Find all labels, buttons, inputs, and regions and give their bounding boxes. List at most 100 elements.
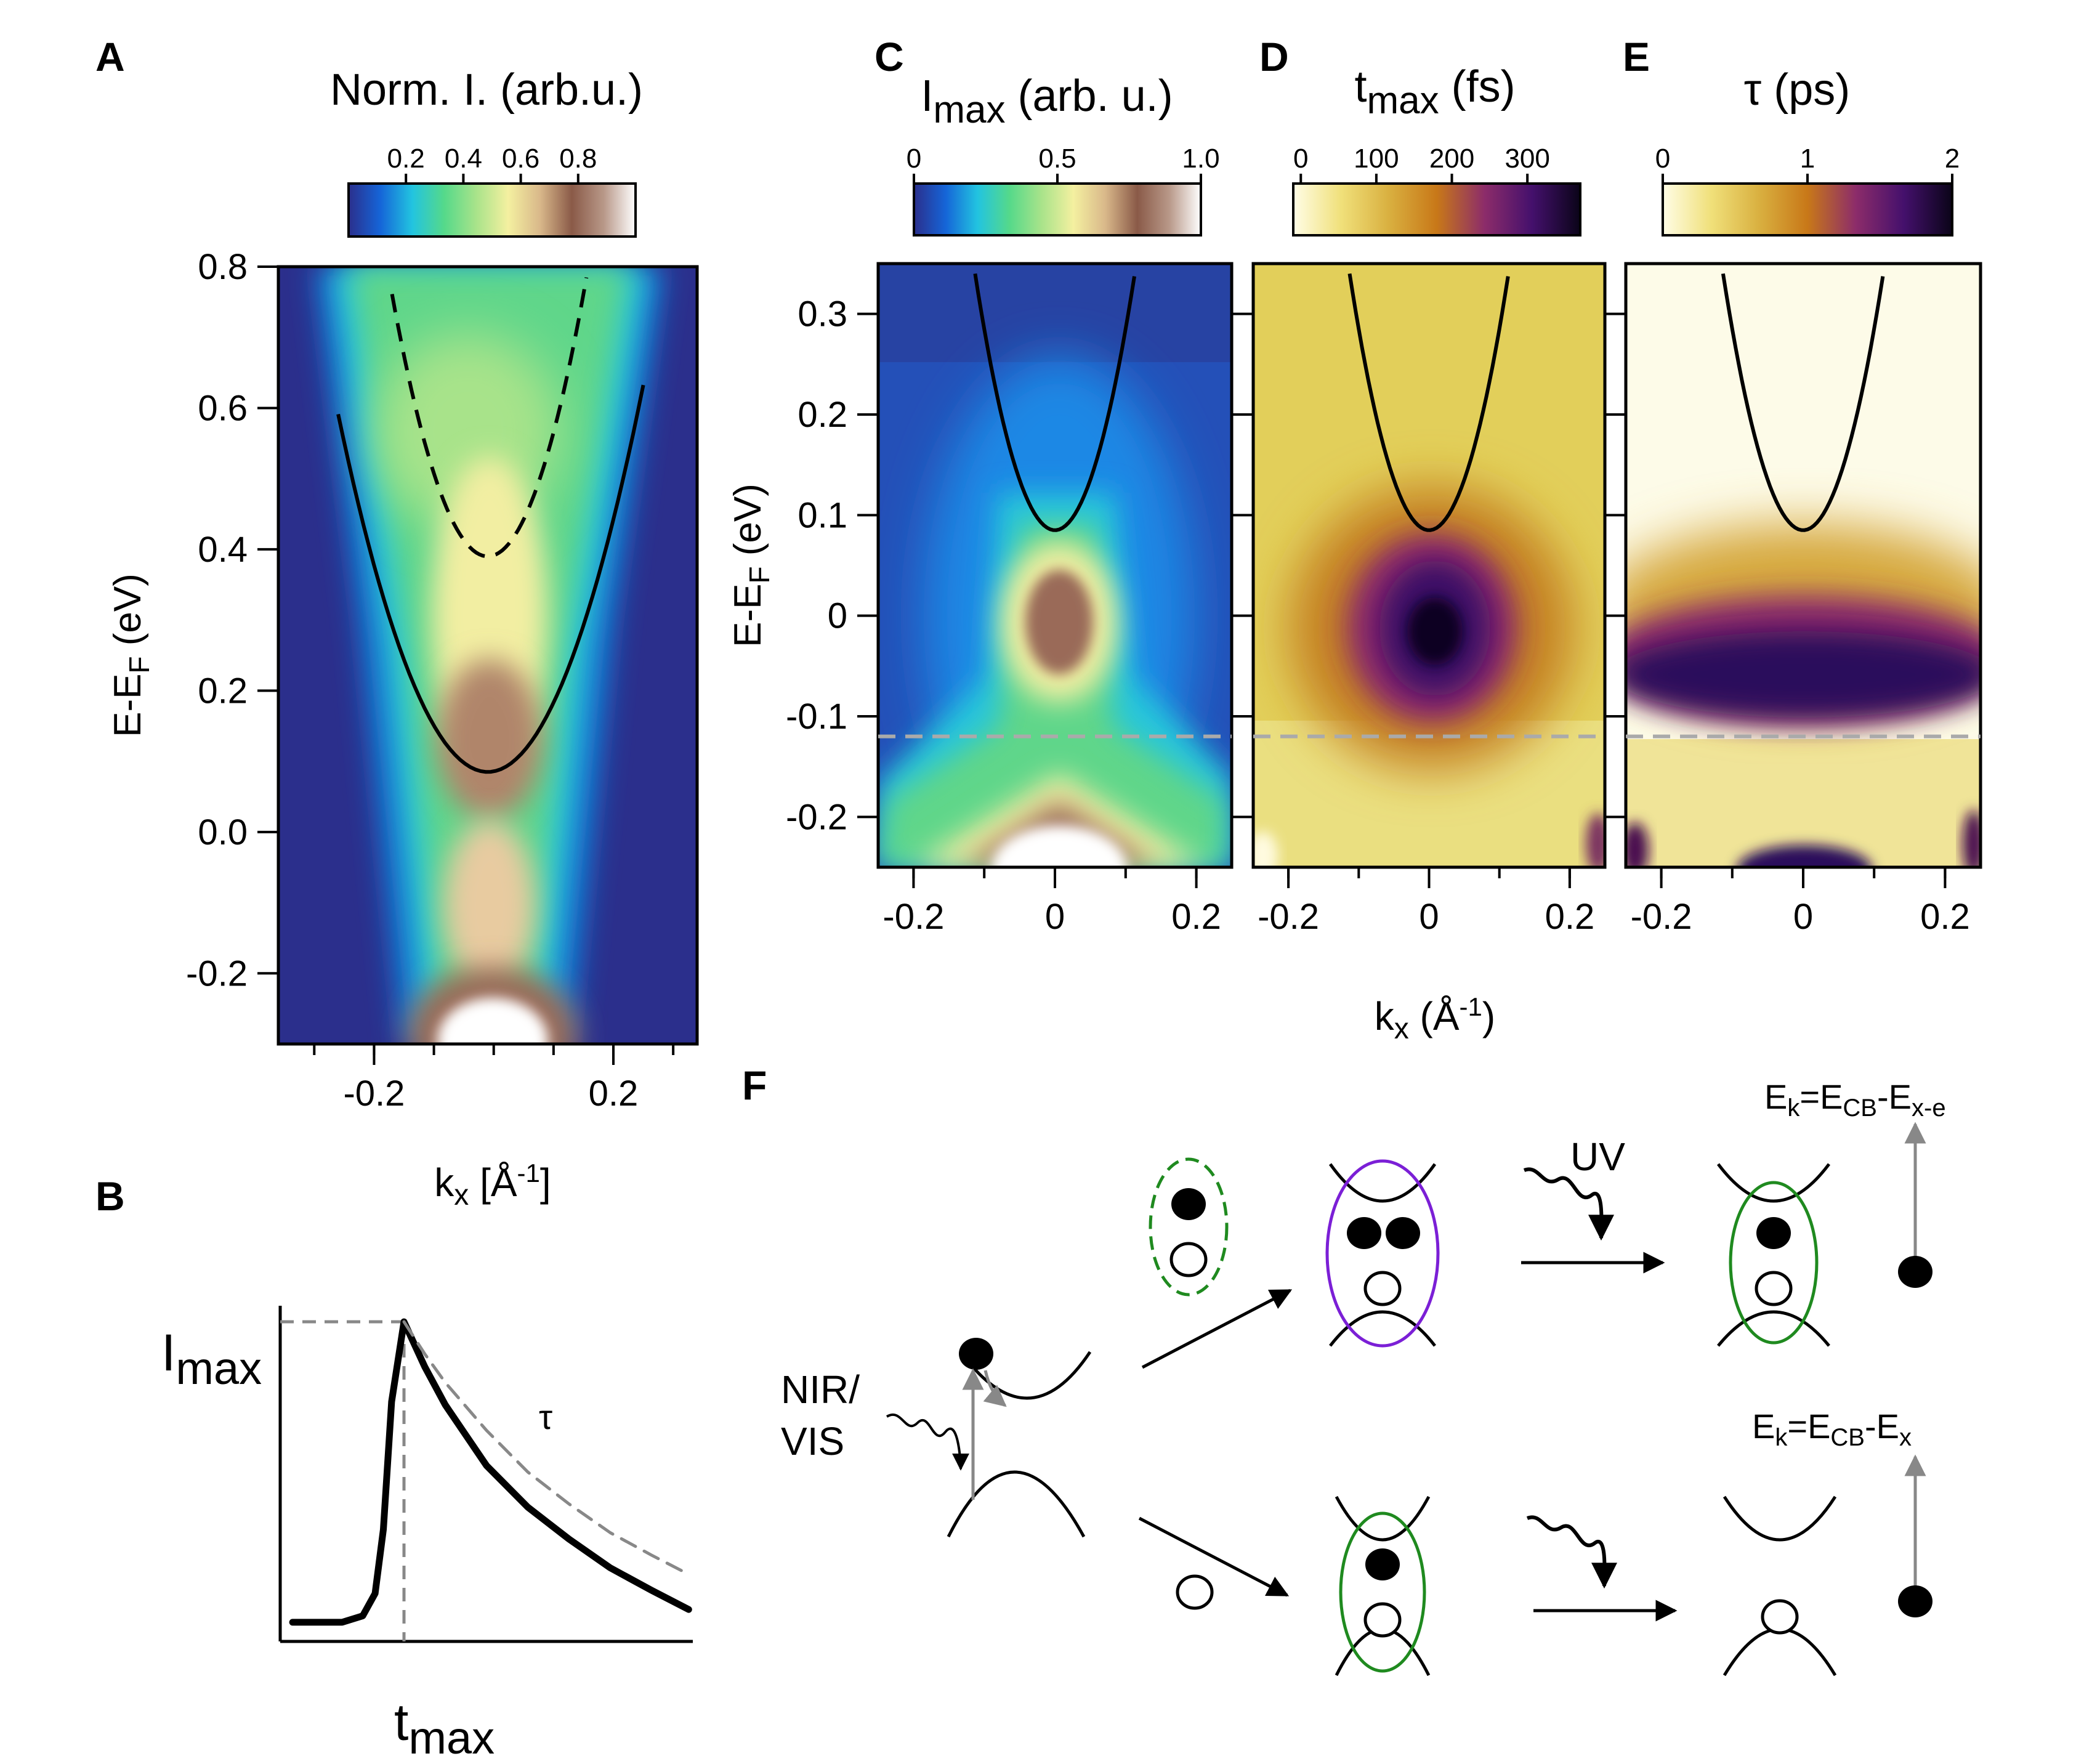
colorbar-tick-label: 300 xyxy=(1504,144,1549,174)
panel-d-colorbar xyxy=(1292,182,1581,237)
panel-c-axes: -0.2 0 0.2 -0.2 -0.1 0 0.1 0.2 0.3 xyxy=(786,294,1221,937)
panel-c-colorbar xyxy=(913,182,1202,237)
bottom-hole-only xyxy=(1176,1574,1214,1610)
x-tick-label: 0.2 xyxy=(1920,897,1970,937)
panel-a: A Norm. I. (arb.u.) 0.2 0.4 0.6 0.8 -0.2 0.2… xyxy=(95,34,699,1212)
colorbar-tick-label: 100 xyxy=(1354,144,1399,174)
y-tick-label: 0 xyxy=(828,596,847,636)
colorbar-tick-label: 200 xyxy=(1429,144,1474,174)
arrow-to-top-branch xyxy=(1141,1289,1293,1369)
bright-exciton-hole xyxy=(1363,1602,1402,1638)
initial-bands xyxy=(886,1338,1092,1538)
bright-exciton-ellipse xyxy=(1339,1511,1426,1673)
y-tick-label: 0.3 xyxy=(798,294,847,334)
y-tick-label: -0.1 xyxy=(786,697,847,737)
colorbar-tick-label: 0.8 xyxy=(559,144,597,174)
panel-d-heatmap xyxy=(1253,264,1605,867)
x-tick-label: 0.2 xyxy=(589,1074,639,1114)
bottom-final-bands xyxy=(1723,1495,1837,1677)
photoelectron-top xyxy=(1898,1256,1933,1288)
final-bright-exciton-electron xyxy=(1756,1217,1791,1249)
fit-curve xyxy=(402,1320,690,1576)
panel-a-ylabel: E-EF (eV) xyxy=(107,573,155,737)
y-tick-label: -0.2 xyxy=(786,797,847,837)
panel-d-band xyxy=(1253,273,1605,738)
panel-label-c: C xyxy=(874,34,904,79)
panel-d: D tmax (fs) 0 100 200 300 -0.2 0 0.2 xyxy=(1232,34,1607,937)
panel-a-axes: -0.2 0.2 -0.2 0.0 0.2 0.4 0.6 0.8 xyxy=(186,247,675,1114)
x-tick-label: 0 xyxy=(1419,897,1439,937)
nir-label-1: NIR/ xyxy=(781,1367,860,1412)
panel-a-frame xyxy=(277,265,699,1046)
panel-e-band xyxy=(1626,273,1981,738)
panel-c-colorbar-title: Imax (arb. u.) xyxy=(921,71,1173,131)
panel-b-curves xyxy=(280,1318,692,1641)
panel-d-colorbar-title: tmax (fs) xyxy=(1354,62,1515,122)
free-exciton-electron xyxy=(1171,1188,1206,1220)
band-curve xyxy=(336,384,645,774)
x-tick-label: -0.2 xyxy=(1631,897,1692,937)
relaxation-arrow xyxy=(983,1370,1007,1407)
y-tick-label: -0.2 xyxy=(186,953,248,993)
dark-exciton-hole xyxy=(1363,1271,1402,1306)
top-final-bands xyxy=(1717,1163,1830,1347)
panel-c: C Imax (arb. u.) 0 0.5 1.0 -0.2 0 0.2 -0.2 -0.… xyxy=(727,34,1234,937)
panel-label-a: A xyxy=(95,34,125,79)
transient-curve xyxy=(289,1318,692,1626)
panel-c-band xyxy=(878,273,1232,738)
panel-c-colorbar-ticks: 0 0.5 1.0 xyxy=(907,144,1220,184)
dark-exciton-electron-1 xyxy=(1347,1217,1381,1249)
band-curve xyxy=(1721,273,1885,532)
final-bright-exciton-hole xyxy=(1755,1271,1793,1306)
colorbar-tick-label: 0 xyxy=(907,144,921,174)
dashed-band-curve xyxy=(390,277,589,559)
panel-label-b: B xyxy=(95,1173,125,1219)
arrow-to-bottom-branch xyxy=(1138,1516,1290,1597)
photoelectron-bottom xyxy=(1898,1585,1933,1617)
y-tick-label: 0.4 xyxy=(198,530,248,570)
panel-e: E τ (ps) 0 1 2 -0.2 0 0.2 kx (Å-1) xyxy=(1375,34,1982,1046)
x-tick-label: -0.2 xyxy=(343,1074,405,1114)
panel-e-axes: -0.2 0 0.2 xyxy=(1605,312,1970,937)
panel-label-d: D xyxy=(1259,34,1289,79)
nir-photon xyxy=(886,1414,969,1471)
y-tick-label: 0.2 xyxy=(198,671,248,711)
panel-e-colorbar xyxy=(1662,182,1953,237)
panel-d-colorbar-ticks: 0 100 200 300 xyxy=(1293,144,1550,184)
panel-b: B Imax tmax τ xyxy=(95,1173,693,1763)
y-tick-label: 0.6 xyxy=(198,388,248,428)
colorbar-tick-label: 1.0 xyxy=(1182,144,1219,174)
uv-photon-bottom xyxy=(1526,1515,1618,1589)
panel-f: F NIR/ VIS xyxy=(742,1062,1946,1677)
colorbar-tick-label: 2 xyxy=(1945,144,1960,174)
panel-a-xlabel: kx [Å-1] xyxy=(434,1159,551,1212)
panel-a-colorbar-title: Norm. I. (arb.u.) xyxy=(330,65,643,115)
uv-label: UV xyxy=(1570,1135,1625,1179)
panel-label-e: E xyxy=(1623,34,1650,79)
panel-e-colorbar-ticks: 0 1 2 xyxy=(1655,144,1960,184)
x-tick-label: 0 xyxy=(1045,897,1065,937)
free-exciton xyxy=(1149,1157,1229,1297)
band-curve xyxy=(1347,273,1510,532)
colorbar-tick-label: 0.6 xyxy=(502,144,539,174)
panel-e-colorbar-title: τ (ps) xyxy=(1744,65,1850,115)
y-tick-label: 0.8 xyxy=(198,247,248,287)
band-curve xyxy=(973,273,1136,532)
panel-a-heatmap xyxy=(278,267,697,1044)
colorbar-tick-label: 0.4 xyxy=(445,144,482,174)
x-tick-label: 0 xyxy=(1793,897,1813,937)
nir-label-2: VIS xyxy=(781,1419,844,1463)
y-tick-label: 0.1 xyxy=(798,495,847,535)
dark-exciton-ellipse xyxy=(1325,1159,1440,1348)
colorbar-tick-label: 0.5 xyxy=(1038,144,1076,174)
y-tick-label: 0.2 xyxy=(798,395,847,435)
panel-c-heatmap xyxy=(878,264,1232,867)
cde-xlabel: kx (Å-1) xyxy=(1375,992,1495,1046)
panel-b-ylabel: Imax xyxy=(161,1324,262,1394)
x-tick-label: -0.2 xyxy=(882,897,944,937)
bottom-middle-bands xyxy=(1335,1495,1431,1677)
panel-e-heatmap xyxy=(1626,264,1981,867)
panel-d-axes: -0.2 0 0.2 xyxy=(1232,312,1594,937)
colorbar-tick-label: 0 xyxy=(1655,144,1670,174)
y-tick-label: 0.0 xyxy=(198,812,248,852)
